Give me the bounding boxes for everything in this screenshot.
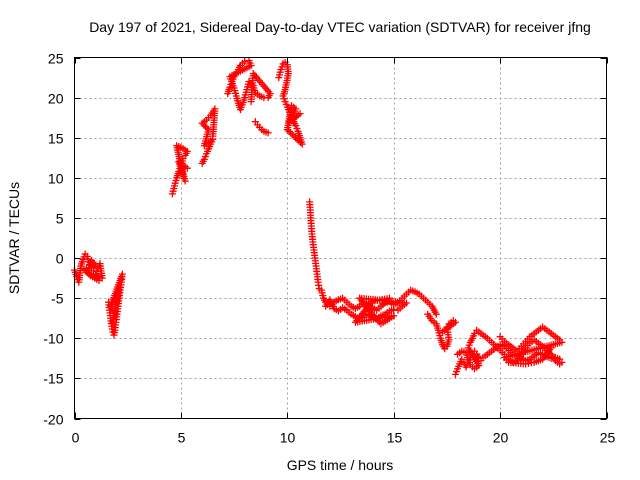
plot-frame (74, 57, 607, 419)
x-tick-label: 10 (280, 430, 296, 446)
data-point (109, 318, 117, 326)
data-series-sdtvar (71, 57, 566, 378)
x-tick-label: 5 (178, 430, 186, 446)
data-point (83, 268, 91, 276)
y-tick-label: 5 (56, 211, 64, 227)
data-point (432, 310, 440, 318)
data-point (290, 132, 298, 140)
axis-tick-labels: 0 5 10 15 20 25 -20 -15 -10 -5 0 5 10 15 20 25 (43, 51, 615, 446)
data-point (95, 277, 103, 285)
data-point (298, 140, 306, 148)
chart-title: Day 197 of 2021, Sidereal Day-to-day VTE… (89, 19, 591, 35)
x-tick-label: 20 (493, 430, 509, 446)
x-axis-label: GPS time / hours (287, 457, 394, 473)
data-point (82, 267, 90, 275)
data-point (85, 270, 93, 278)
data-point (556, 360, 564, 368)
data-point (547, 344, 555, 352)
data-point (241, 58, 249, 66)
data-point (247, 98, 255, 106)
data-point (297, 139, 305, 147)
y-tick-label: 15 (48, 131, 64, 147)
data-point (295, 137, 303, 145)
axis-ticks (74, 57, 608, 420)
data-point (183, 164, 191, 172)
y-axis-label: SDTVAR / TECUs (6, 182, 22, 294)
data-point (285, 127, 293, 135)
x-tick-label: 15 (387, 430, 403, 446)
y-tick-label: -5 (51, 291, 64, 307)
data-point (296, 110, 304, 118)
y-tick-label: -20 (43, 412, 63, 428)
y-tick-label: -10 (43, 331, 63, 347)
data-point (293, 135, 301, 143)
x-tick-label: 25 (600, 430, 616, 446)
data-point (264, 129, 272, 137)
data-point (390, 305, 398, 313)
x-tick-label: 0 (72, 430, 80, 446)
data-point (287, 129, 295, 137)
data-point (201, 122, 209, 130)
data-point (385, 294, 393, 302)
data-point (292, 134, 300, 142)
data-point (80, 265, 88, 273)
y-tick-label: -15 (43, 371, 63, 387)
y-tick-label: 20 (48, 91, 64, 107)
data-point (209, 132, 217, 140)
data-point (288, 131, 296, 139)
data-point (203, 124, 211, 132)
y-tick-label: 25 (48, 51, 64, 67)
y-tick-label: 10 (48, 171, 64, 187)
data-point (439, 328, 447, 336)
y-tick-label: 0 (56, 251, 64, 267)
